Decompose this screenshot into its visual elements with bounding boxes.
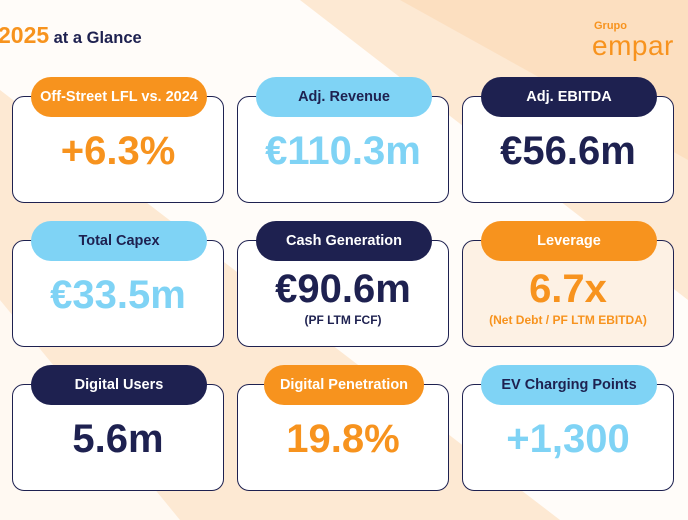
kpi-label: Leverage — [481, 221, 657, 261]
title-year: 2025 — [0, 22, 50, 48]
page-title: 2025 at a Glance — [0, 22, 142, 49]
brand-small-text: Grupo — [594, 20, 627, 32]
kpi-value: €110.3m — [265, 129, 421, 173]
kpi-value: +1,300 — [506, 417, 630, 461]
kpi-label: Cash Generation — [256, 221, 432, 261]
kpi-value: 6.7x — [529, 267, 607, 311]
brand-name: empar — [592, 30, 674, 61]
kpi-card-digital-penetration: Digital Penetration 19.8% — [237, 365, 449, 491]
kpi-card-offstreet-lfl: Off-Street LFL vs. 2024 +6.3% — [12, 77, 224, 203]
kpi-label: EV Charging Points — [481, 365, 657, 405]
brand-logo: Grupo empar — [592, 20, 688, 60]
kpi-card-cash-generation: Cash Generation €90.6m (PF LTM FCF) — [237, 221, 449, 347]
kpi-value: €33.5m — [50, 273, 186, 317]
title-text: at a Glance — [53, 29, 142, 47]
kpi-label: Adj. Revenue — [256, 77, 432, 117]
kpi-card-ev-charging-points: EV Charging Points +1,300 — [462, 365, 674, 491]
kpi-card-leverage: Leverage 6.7x (Net Debt / PF LTM EBITDA) — [462, 221, 674, 347]
kpi-card-total-capex: Total Capex €33.5m — [12, 221, 224, 347]
kpi-value: €90.6m — [275, 267, 411, 311]
kpi-value: +6.3% — [60, 129, 176, 173]
kpi-label: Off-Street LFL vs. 2024 — [31, 77, 207, 117]
kpi-card-adj-ebitda: Adj. EBITDA €56.6m — [462, 77, 674, 203]
kpi-label: Digital Users — [31, 365, 207, 405]
kpi-label: Total Capex — [31, 221, 207, 261]
kpi-subtext: (PF LTM FCF) — [304, 313, 382, 327]
kpi-value: 19.8% — [286, 417, 400, 461]
kpi-card-digital-users: Digital Users 5.6m — [12, 365, 224, 491]
kpi-label: Adj. EBITDA — [481, 77, 657, 117]
kpi-value: €56.6m — [500, 129, 636, 173]
kpi-label: Digital Penetration — [264, 365, 424, 405]
kpi-card-adj-revenue: Adj. Revenue €110.3m — [237, 77, 449, 203]
kpi-value: 5.6m — [72, 417, 164, 461]
kpi-subtext: (Net Debt / PF LTM EBITDA) — [489, 313, 647, 327]
